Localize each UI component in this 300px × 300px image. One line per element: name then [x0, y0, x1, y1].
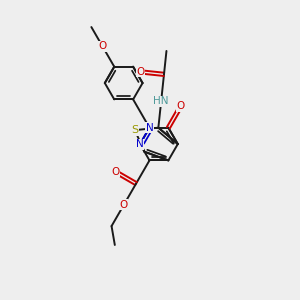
- Text: O: O: [120, 200, 128, 210]
- Text: S: S: [131, 125, 138, 135]
- Text: O: O: [112, 167, 120, 177]
- Text: O: O: [98, 41, 106, 51]
- Text: O: O: [136, 67, 145, 77]
- Text: N: N: [136, 139, 144, 149]
- Text: O: O: [176, 101, 185, 112]
- Text: HN: HN: [153, 96, 169, 106]
- Text: N: N: [146, 123, 153, 133]
